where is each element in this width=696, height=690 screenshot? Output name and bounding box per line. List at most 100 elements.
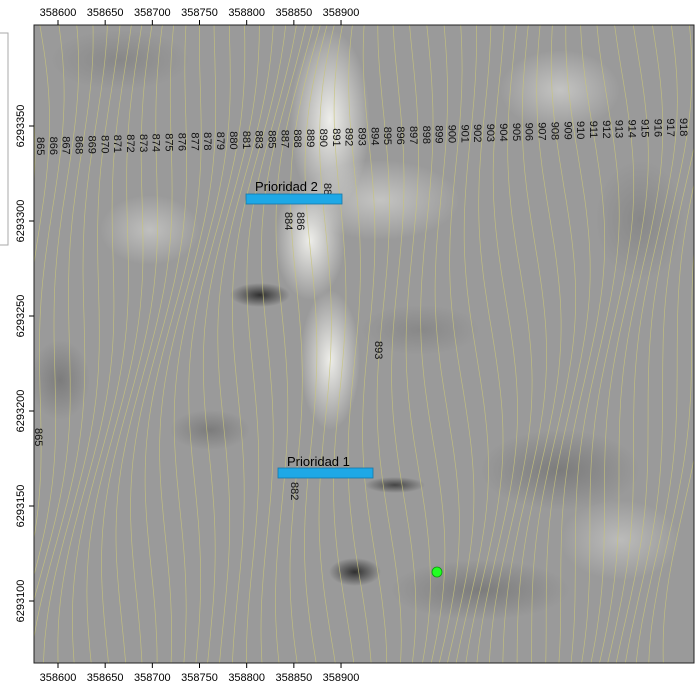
green-point-marker[interactable]: [431, 566, 443, 578]
priority-1-bar[interactable]: [277, 467, 374, 479]
contour-line: [101, 25, 163, 663]
contour-line: [43, 25, 121, 663]
contour-label: 913: [613, 120, 625, 138]
contour-label: 905: [510, 123, 522, 141]
priority-2-label: Prioridad 2: [255, 179, 318, 194]
contour-label: 896: [394, 126, 406, 144]
contour-line: [260, 25, 306, 663]
contour-label: 904: [497, 123, 509, 141]
contour-line: [531, 25, 577, 663]
x-tick-label-top: 358600: [40, 7, 77, 19]
contour-label: 895: [381, 127, 393, 145]
contour-label: 883: [253, 131, 265, 149]
contour-label: 915: [638, 119, 650, 137]
contour-label: 899: [433, 125, 445, 143]
contour-line: [34, 25, 65, 541]
contour-label: 911: [587, 121, 599, 139]
x-tick-label-top: 358850: [275, 7, 312, 19]
contour-label: 884: [282, 212, 294, 230]
contour-label: 865: [32, 428, 44, 446]
contour-line: [275, 25, 314, 663]
x-tick-label-bottom: 358700: [134, 672, 171, 684]
contour-line: [391, 25, 417, 663]
x-tick-label-bottom: 358800: [228, 672, 265, 684]
contour-line: [434, 25, 460, 663]
contour-label: 877: [188, 132, 200, 150]
contour-line: [347, 25, 372, 663]
contour-line: [447, 25, 475, 663]
contour-line: [289, 25, 321, 663]
contour-label: 910: [574, 121, 586, 139]
contour-label: 903: [484, 124, 496, 142]
legend-frame-fragment: [0, 32, 9, 246]
priority-1: Prioridad 1: [277, 454, 374, 479]
contour-lines: [34, 25, 694, 663]
contour-line: [362, 25, 388, 663]
contour-line: [488, 25, 533, 663]
contour-label: 906: [523, 123, 535, 141]
contour-line: [72, 25, 143, 663]
contour-label: 909: [561, 121, 573, 139]
contour-line: [420, 25, 446, 663]
contour-line: [376, 25, 402, 663]
contour-line: [188, 25, 246, 663]
contour-extra-labels: 888 886 884 893 882 865: [32, 183, 384, 500]
contour-label: 870: [98, 135, 110, 153]
contour-line: [34, 25, 108, 640]
y-axis-left: 6293350 6293300 6293250 6293200 6293150 62931…: [15, 105, 34, 623]
contour-label: 881: [240, 131, 252, 149]
contour-label: 902: [471, 124, 483, 142]
contour-label: 887: [278, 130, 290, 148]
y-tick-label: 6293250: [15, 295, 27, 338]
contour-line: [648, 247, 694, 663]
contour-label: 882: [288, 482, 300, 500]
contour-label: 891: [330, 128, 342, 146]
x-tick-label-top: 358700: [134, 7, 171, 19]
contour-line: [34, 25, 79, 577]
contour-line: [231, 25, 286, 663]
contour-line: [545, 25, 591, 663]
contour-line: [599, 25, 664, 663]
contour-label: 880: [227, 131, 239, 149]
contour-line: [159, 25, 217, 663]
contour-line: [570, 25, 620, 663]
priority-2: Prioridad 2: [245, 179, 343, 205]
contour-line: [34, 25, 50, 266]
contour-line: [304, 25, 328, 663]
contour-line: [625, 145, 694, 663]
priority-1-label: Prioridad 1: [287, 454, 350, 469]
x-axis-bottom: 358600 358650 358700 358750 358800 358850 3589…: [40, 663, 359, 684]
contour-label: 898: [420, 126, 432, 144]
y-tick-label: 6293300: [15, 200, 27, 243]
contour-label: 901: [458, 125, 470, 143]
x-tick-label-top: 358800: [228, 7, 265, 19]
contour-label: 867: [60, 136, 72, 154]
contour-label: 893: [356, 128, 368, 146]
x-tick-label-top: 358650: [87, 7, 124, 19]
contour-line: [318, 25, 336, 663]
contour-label: 885: [266, 130, 278, 148]
contour-line: [173, 25, 231, 663]
contour-line: [57, 25, 132, 663]
x-tick-label-bottom: 358600: [40, 672, 77, 684]
x-tick-label-top: 358900: [323, 7, 360, 19]
contour-label: 873: [137, 134, 149, 152]
contour-line: [34, 25, 94, 602]
contour-label: 879: [214, 132, 226, 150]
x-axis-top: 358600 358650 358700 358750 358800 358850 3589…: [40, 7, 360, 25]
y-tick-label: 6293350: [15, 105, 27, 148]
contour-label: 907: [536, 122, 548, 140]
y-tick-label: 6293100: [15, 580, 27, 623]
contour-label: 878: [201, 132, 213, 150]
contour-label: 888: [291, 129, 303, 147]
y-tick-label: 6293150: [15, 485, 27, 528]
contour-label: 918: [677, 118, 689, 136]
contour-label: 889: [304, 129, 316, 147]
contour-label: 908: [548, 122, 560, 140]
contour-label: 871: [111, 135, 123, 153]
contour-line: [86, 25, 153, 663]
x-tick-label-bottom: 358850: [275, 672, 312, 684]
contour-label: 916: [651, 119, 663, 137]
contour-line: [217, 25, 274, 663]
priority-2-bar[interactable]: [245, 193, 343, 205]
